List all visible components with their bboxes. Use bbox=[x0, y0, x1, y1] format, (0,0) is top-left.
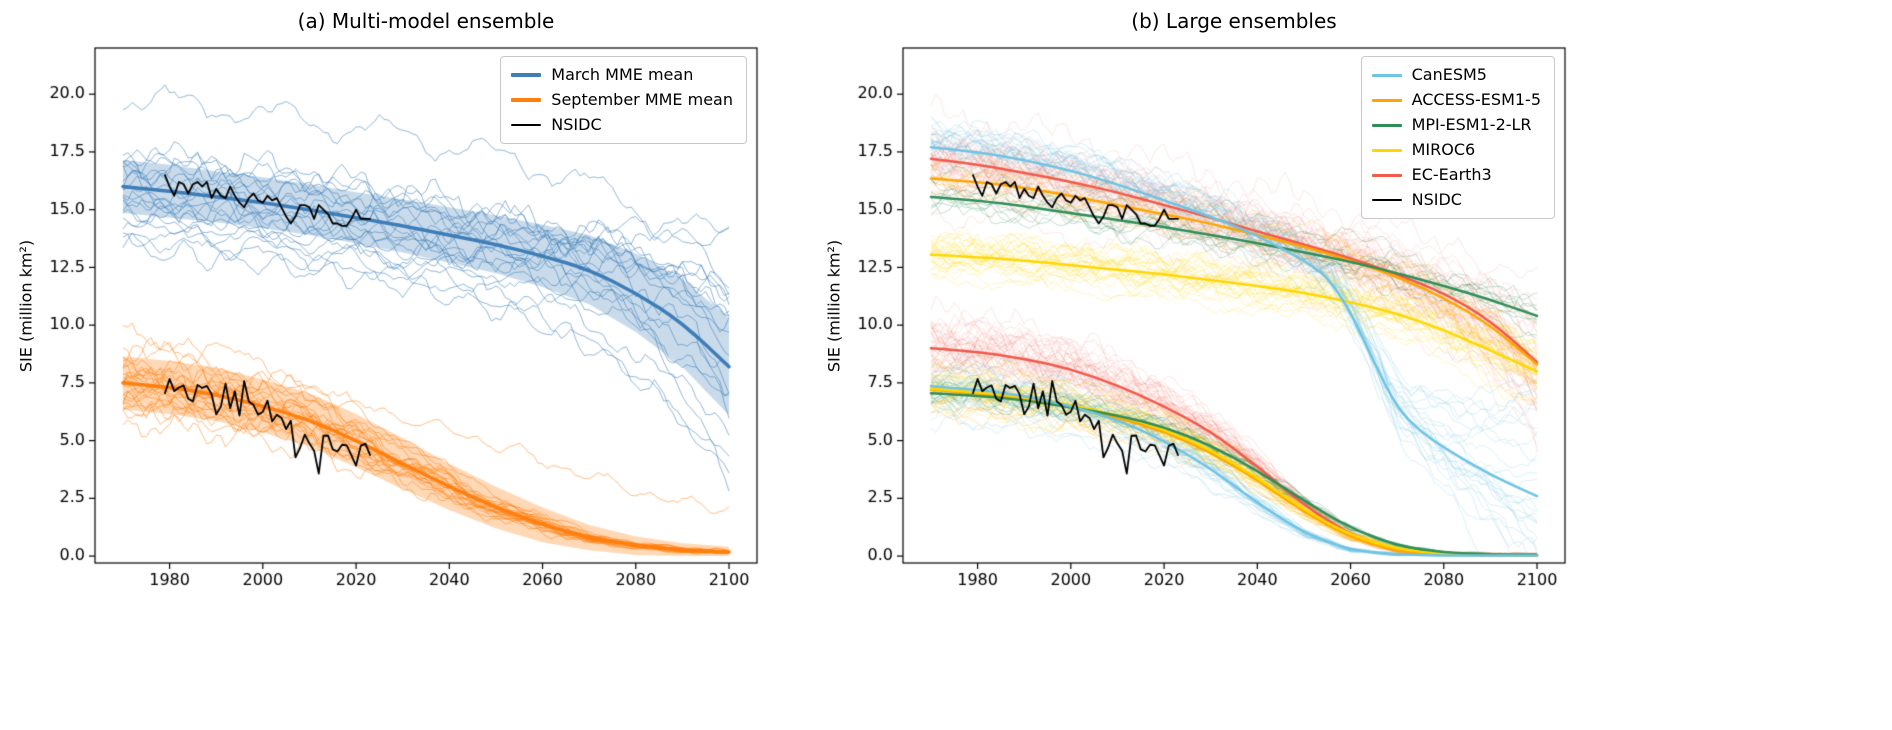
legend-entry-nsidc: NSIDC bbox=[1371, 190, 1541, 210]
legend-entry-mpi-esm1-2-lr: MPI-ESM1-2-LR bbox=[1371, 115, 1541, 135]
legend-entry-label: NSIDC bbox=[551, 115, 602, 134]
legend-line-swatch bbox=[1371, 148, 1402, 152]
legend-entry-label: March MME mean bbox=[551, 65, 694, 84]
legend-line-swatch bbox=[511, 98, 542, 102]
legend-line-swatch bbox=[511, 124, 542, 126]
panel-a-legend: March MME mean September MME mean NSIDC bbox=[500, 56, 747, 144]
panel-a-title: (a) Multi-model ensemble bbox=[297, 9, 555, 33]
legend-entry-miroc6: MIROC6 bbox=[1371, 140, 1541, 160]
legend-entry-label: September MME mean bbox=[551, 90, 733, 109]
legend-entry-label: CanESM5 bbox=[1411, 65, 1487, 84]
legend-line-swatch bbox=[1371, 173, 1402, 177]
legend-line-swatch bbox=[1371, 123, 1402, 127]
panel-b-legend: CanESM5 ACCESS-ESM1-5 MPI-ESM1-2-LR MIROC6 E… bbox=[1360, 56, 1555, 219]
legend-line-swatch bbox=[511, 73, 542, 77]
panel-b-y-axis-label: SIE (million km²) bbox=[824, 239, 844, 373]
legend-entry-label: MIROC6 bbox=[1411, 140, 1476, 159]
legend-line-swatch bbox=[1371, 199, 1402, 201]
legend-line-swatch bbox=[1371, 73, 1402, 77]
legend-entry-label: EC-Earth3 bbox=[1411, 165, 1492, 184]
legend-entry-march-mme-mean: March MME mean bbox=[511, 65, 733, 85]
legend-entry-access-esm1-5: ACCESS-ESM1-5 bbox=[1371, 90, 1541, 110]
legend-entry-label: MPI-ESM1-2-LR bbox=[1411, 115, 1532, 134]
panel-a-y-axis-label: SIE (million km²) bbox=[16, 239, 36, 373]
legend-entry-canesm5: CanESM5 bbox=[1371, 65, 1541, 85]
legend-entry-nsidc: NSIDC bbox=[511, 115, 733, 135]
legend-entry-ec-earth3: EC-Earth3 bbox=[1371, 165, 1541, 185]
legend-entry-label: ACCESS-ESM1-5 bbox=[1411, 90, 1541, 109]
legend-entry-september-mme-mean: September MME mean bbox=[511, 90, 733, 110]
legend-line-swatch bbox=[1371, 98, 1402, 102]
panel-b-title: (b) Large ensembles bbox=[1131, 9, 1337, 33]
legend-entry-label: NSIDC bbox=[1411, 190, 1462, 209]
